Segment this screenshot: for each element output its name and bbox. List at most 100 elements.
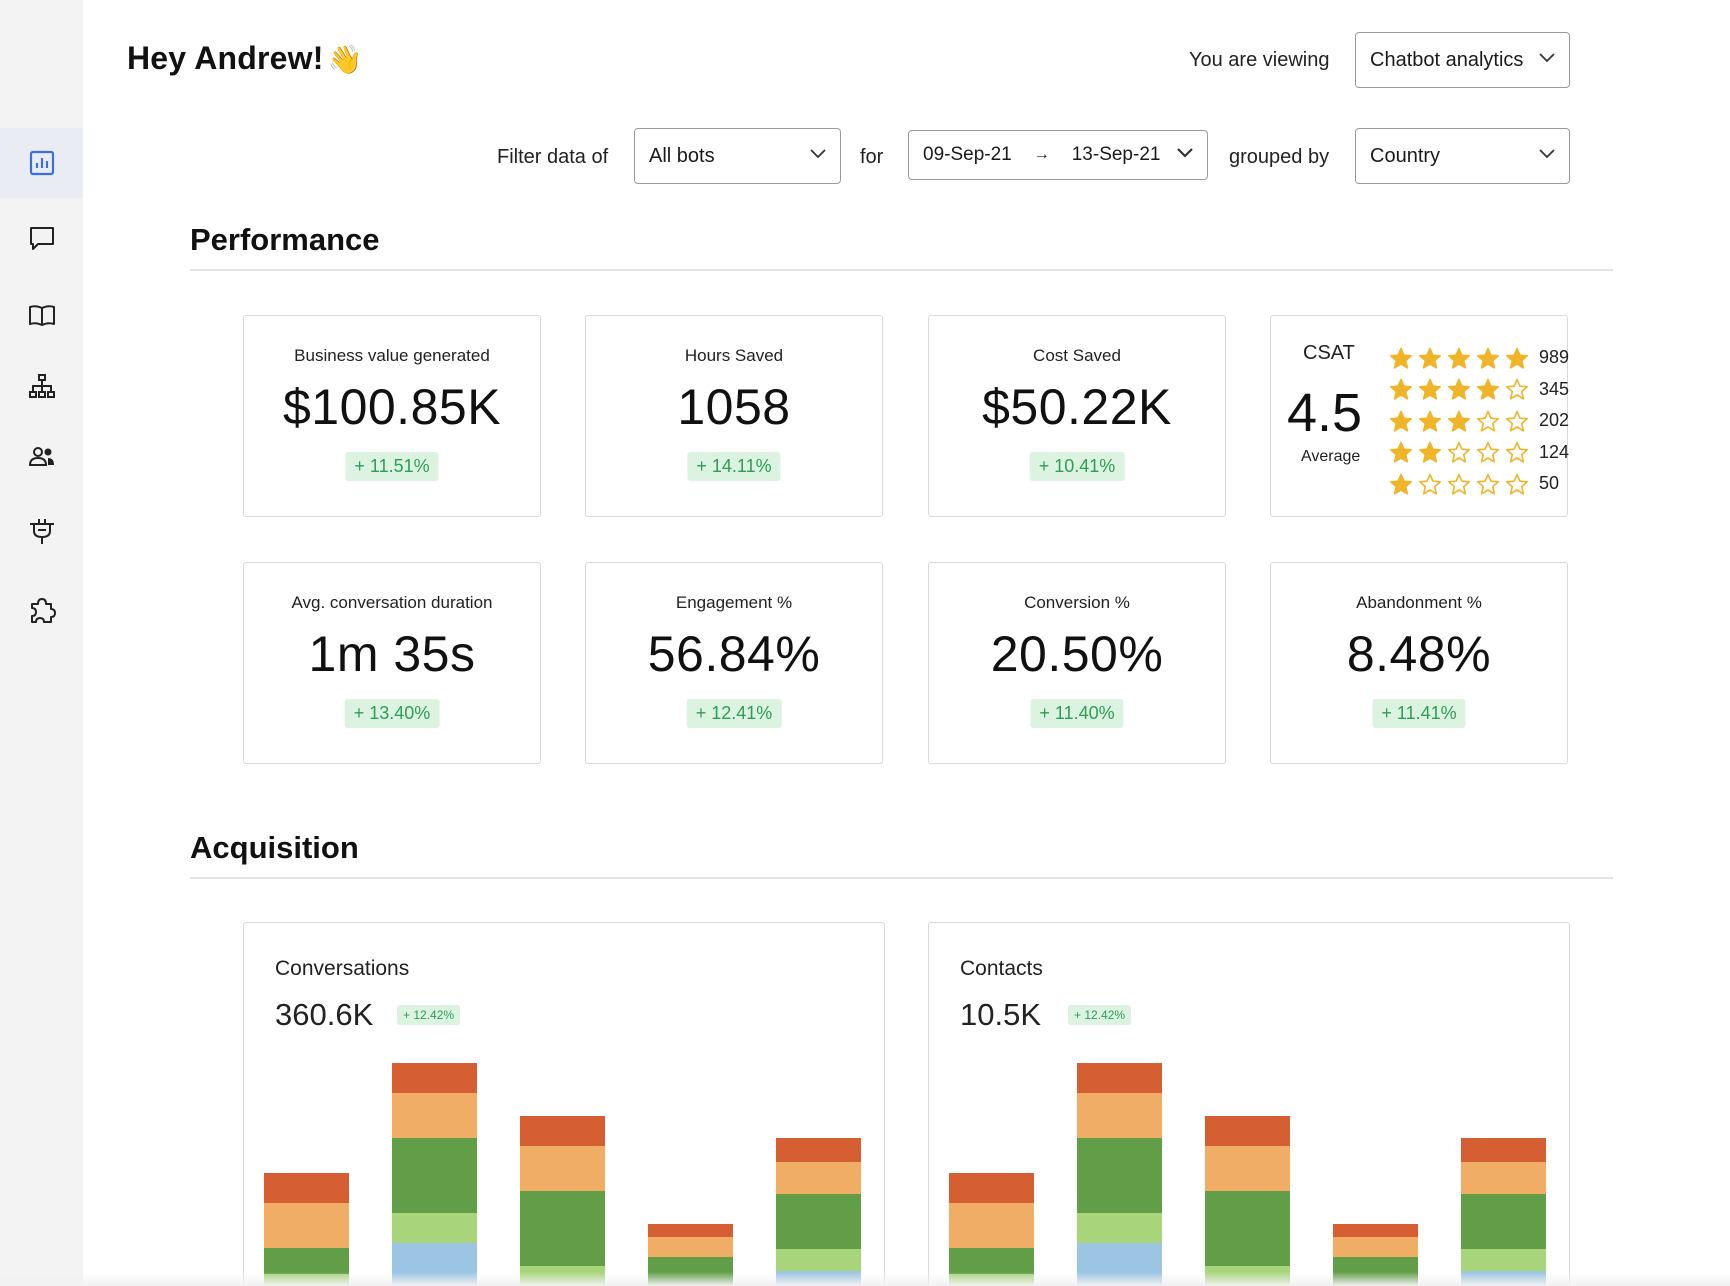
metric-card-cost-saved: Cost Saved $50.22K + 10.41% (928, 315, 1226, 517)
metric-title: Hours Saved (684, 346, 784, 365)
change-badge: + 10.41% (1029, 452, 1125, 481)
metric-value: 20.50% (990, 626, 1164, 682)
bar-segment (949, 1173, 1034, 1203)
users-icon (28, 447, 54, 466)
star-filled-icon (1506, 347, 1528, 369)
chevron-down-icon (810, 149, 826, 163)
for-label: for (860, 146, 884, 168)
bar-segment (1077, 1213, 1162, 1243)
plug-icon (29, 519, 54, 544)
metric-title: Abandonment % (1356, 593, 1482, 612)
filter-label: Filter data of (497, 146, 609, 168)
csat-row-2-star: 124 (1389, 437, 1569, 469)
star-empty-icon (1477, 410, 1499, 432)
metric-card-engagement: Engagement % 56.84% + 12.41% (585, 562, 883, 764)
bar-segment (520, 1146, 605, 1191)
star-empty-icon (1419, 473, 1441, 495)
sidebar-item-users[interactable] (0, 422, 83, 492)
csat-count: 50 (1539, 473, 1560, 494)
bar-segment (776, 1162, 861, 1194)
star-filled-icon (1390, 378, 1412, 400)
star-rating (1389, 410, 1529, 432)
star-empty-icon (1477, 473, 1499, 495)
date-to: 13-Sep-21 (1071, 144, 1161, 165)
star-empty-icon (1506, 378, 1528, 400)
sidebar-item-analytics[interactable] (0, 128, 83, 198)
bar-segment (264, 1203, 349, 1248)
chevron-down-icon (1177, 148, 1193, 162)
csat-count: 345 (1539, 378, 1570, 399)
sidebar-item-extensions[interactable] (0, 575, 83, 645)
star-filled-icon (1448, 378, 1470, 400)
sidebar-item-conversations[interactable] (0, 203, 83, 273)
csat-label: CSAT (1303, 342, 1355, 364)
metric-card-business-value: Business value generated $100.85K + 11.5… (243, 315, 541, 517)
csat-distribution: 989 345 202 124 50 (1389, 342, 1569, 500)
bar-segment (1205, 1191, 1290, 1266)
bar-segment (776, 1138, 861, 1162)
viewing-label: You are viewing (1189, 49, 1330, 71)
star-rating (1389, 441, 1529, 463)
bar-segment (1077, 1093, 1162, 1138)
change-badge: + 12.42% (397, 1005, 461, 1025)
chat-bubble-icon (29, 227, 54, 250)
csat-average-label: Average (1301, 448, 1361, 465)
metric-title: Engagement % (675, 593, 793, 612)
star-empty-icon (1506, 473, 1528, 495)
org-chart-icon (28, 374, 55, 398)
bot-filter-value: All bots (649, 144, 715, 167)
csat-count: 202 (1539, 410, 1570, 431)
section-divider (190, 877, 1613, 879)
bar-segment (520, 1191, 605, 1266)
star-filled-icon (1477, 378, 1499, 400)
metric-value: 1058 (677, 379, 791, 435)
star-filled-icon (1419, 378, 1441, 400)
bottom-fade (0, 1272, 1730, 1286)
star-rating (1389, 473, 1529, 495)
change-badge: + 11.41% (1372, 699, 1466, 728)
metric-title: Cost Saved (1033, 346, 1121, 365)
group-by-dropdown[interactable]: Country (1355, 128, 1570, 184)
grouped-by-label: grouped by (1229, 146, 1330, 168)
bar-segment (1077, 1138, 1162, 1213)
star-filled-icon (1448, 410, 1470, 432)
chevron-down-icon (1539, 53, 1555, 67)
star-empty-icon (1448, 473, 1470, 495)
sidebar-item-integrations[interactable] (0, 496, 83, 566)
bar-segment (648, 1224, 733, 1237)
bar-segment (392, 1213, 477, 1243)
bar-segment (392, 1093, 477, 1138)
puzzle-icon (30, 598, 56, 623)
bot-filter-dropdown[interactable]: All bots (634, 128, 841, 184)
change-badge: + 12.41% (686, 699, 782, 728)
date-range-picker[interactable]: 09-Sep-21 → 13-Sep-21 (908, 130, 1208, 180)
book-icon (28, 305, 55, 326)
performance-heading: Performance (190, 222, 380, 257)
sidebar-item-flows[interactable] (0, 351, 83, 421)
metric-value: 56.84% (647, 626, 821, 682)
metric-value: 1m 35s (308, 626, 476, 682)
bar-segment (264, 1173, 349, 1203)
bar-segment (776, 1194, 861, 1249)
star-empty-icon (1448, 441, 1470, 463)
view-selector-value: Chatbot analytics (1370, 48, 1524, 71)
chart-title: Contacts (960, 957, 1043, 980)
star-filled-icon (1448, 347, 1470, 369)
bar-segment (776, 1249, 861, 1271)
section-divider (190, 269, 1613, 271)
metric-card-hours-saved: Hours Saved 1058 + 14.11% (585, 315, 883, 517)
star-filled-icon (1419, 410, 1441, 432)
bar-segment (264, 1248, 349, 1274)
waving-hand-icon: 👋 (327, 44, 363, 75)
chart-title: Conversations (275, 957, 410, 980)
view-selector-dropdown[interactable]: Chatbot analytics (1355, 32, 1570, 88)
sidebar-item-knowledge[interactable] (0, 280, 83, 350)
bar-segment (392, 1138, 477, 1213)
star-filled-icon (1390, 410, 1412, 432)
csat-row-3-star: 202 (1389, 405, 1569, 437)
metric-title: Business value generated (294, 346, 490, 365)
bar-segment (1077, 1063, 1162, 1093)
bar-chart-icon (29, 150, 54, 176)
star-rating (1389, 347, 1529, 369)
contacts-chart-card: Contacts 10.5K + 12.42% (928, 922, 1570, 1286)
